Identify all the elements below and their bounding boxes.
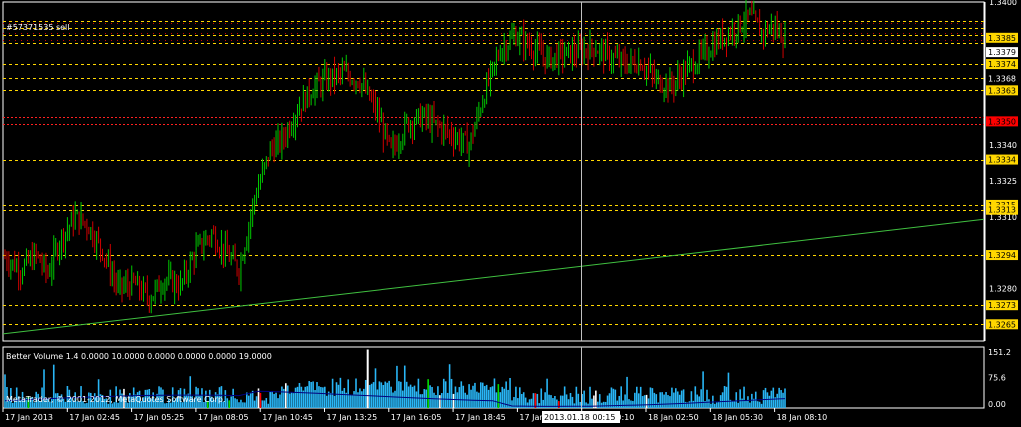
price-tag-bg	[986, 85, 1018, 96]
price-tag: 1.3350	[988, 117, 1016, 126]
time-axis-label: 17 Jan 16:05	[391, 413, 442, 422]
copyright-text: MetaTrader, © 2001-2012, MetaQuotes Soft…	[6, 395, 225, 404]
price-tag-bg	[986, 319, 1018, 330]
price-axis-label: 1.3400	[989, 0, 1017, 7]
price-axis-tags: 1.3400 1.3340 1.3325 1.3310 1.3280 1.3385 1.33…	[984, 0, 1018, 409]
time-axis-label: 17 Jan 05:25	[134, 413, 185, 422]
price-tag: 1.3313	[988, 206, 1016, 215]
price-tag-bg	[986, 59, 1018, 70]
time-axis-label: 17 Jan 08:05	[198, 413, 249, 422]
price-tag: 1.3334	[988, 156, 1016, 165]
price-axis-label: 1.3310	[989, 213, 1017, 222]
price-tag-bg	[986, 204, 1018, 215]
volume-ma-line	[4, 390, 786, 407]
time-axis-label: 17 Jan 10:45	[262, 413, 313, 422]
price-tag-bg	[986, 154, 1018, 165]
price-tag-bg	[986, 116, 1018, 127]
time-axis-label: 17 Jan 2013	[5, 413, 53, 422]
price-tag-bg	[986, 32, 1018, 43]
time-axis-label: 18 Jan 08:10	[777, 413, 828, 422]
price-tag: 1.3368	[988, 74, 1016, 83]
price-tag: 1.3273	[988, 301, 1016, 310]
price-tag: 1.3265	[988, 320, 1016, 329]
price-axis-label: 1.3325	[989, 177, 1017, 186]
volume-axis-label: 0.00	[988, 400, 1006, 409]
cursor-time-label: 2013.01.18 00:15	[544, 413, 615, 422]
volume-axis-label: 151.2	[988, 348, 1011, 357]
order-label[interactable]: #57371535 sell	[6, 23, 70, 32]
price-tag-bg	[986, 250, 1018, 261]
price-tag-bg	[986, 47, 1018, 58]
price-tag: 1.3379	[988, 48, 1016, 57]
main-pane-border	[2, 1, 985, 342]
trendline-segment	[2, 218, 985, 335]
time-axis-label: 17 Jan 18:45	[455, 413, 506, 422]
time-axis-label: 17 Jan 02:45	[69, 413, 120, 422]
time-axis: 17 Jan 2013 17 Jan 02:45 17 Jan 05:25 17 Ja…	[2, 408, 828, 423]
price-tag: 1.3294	[988, 251, 1016, 260]
price-axis-label: 1.3280	[989, 284, 1017, 293]
time-axis-label: 17 Jan 13:25	[327, 413, 378, 422]
price-tag-bg	[986, 300, 1018, 311]
price-tag: 1.3374	[988, 60, 1016, 69]
volume-histogram	[4, 349, 786, 408]
cursor-time-box	[542, 411, 620, 423]
price-tag: 1.3385	[988, 34, 1016, 43]
price-tag: 1.3363	[988, 86, 1016, 95]
candlestick-series	[4, 0, 786, 314]
volume-axis-label: 75.6	[988, 374, 1006, 383]
indicator-label: Better Volume 1.4 0.0000 10.0000 0.0000 …	[6, 352, 272, 361]
trendline	[2, 218, 985, 335]
price-axis-label: 1.3340	[989, 141, 1017, 150]
time-axis-label: 18 Jan 02:50	[648, 413, 699, 422]
level-lines	[3, 21, 984, 325]
time-axis-label: 18 Jan 05:30	[712, 413, 763, 422]
volume-pane-border	[2, 346, 985, 409]
